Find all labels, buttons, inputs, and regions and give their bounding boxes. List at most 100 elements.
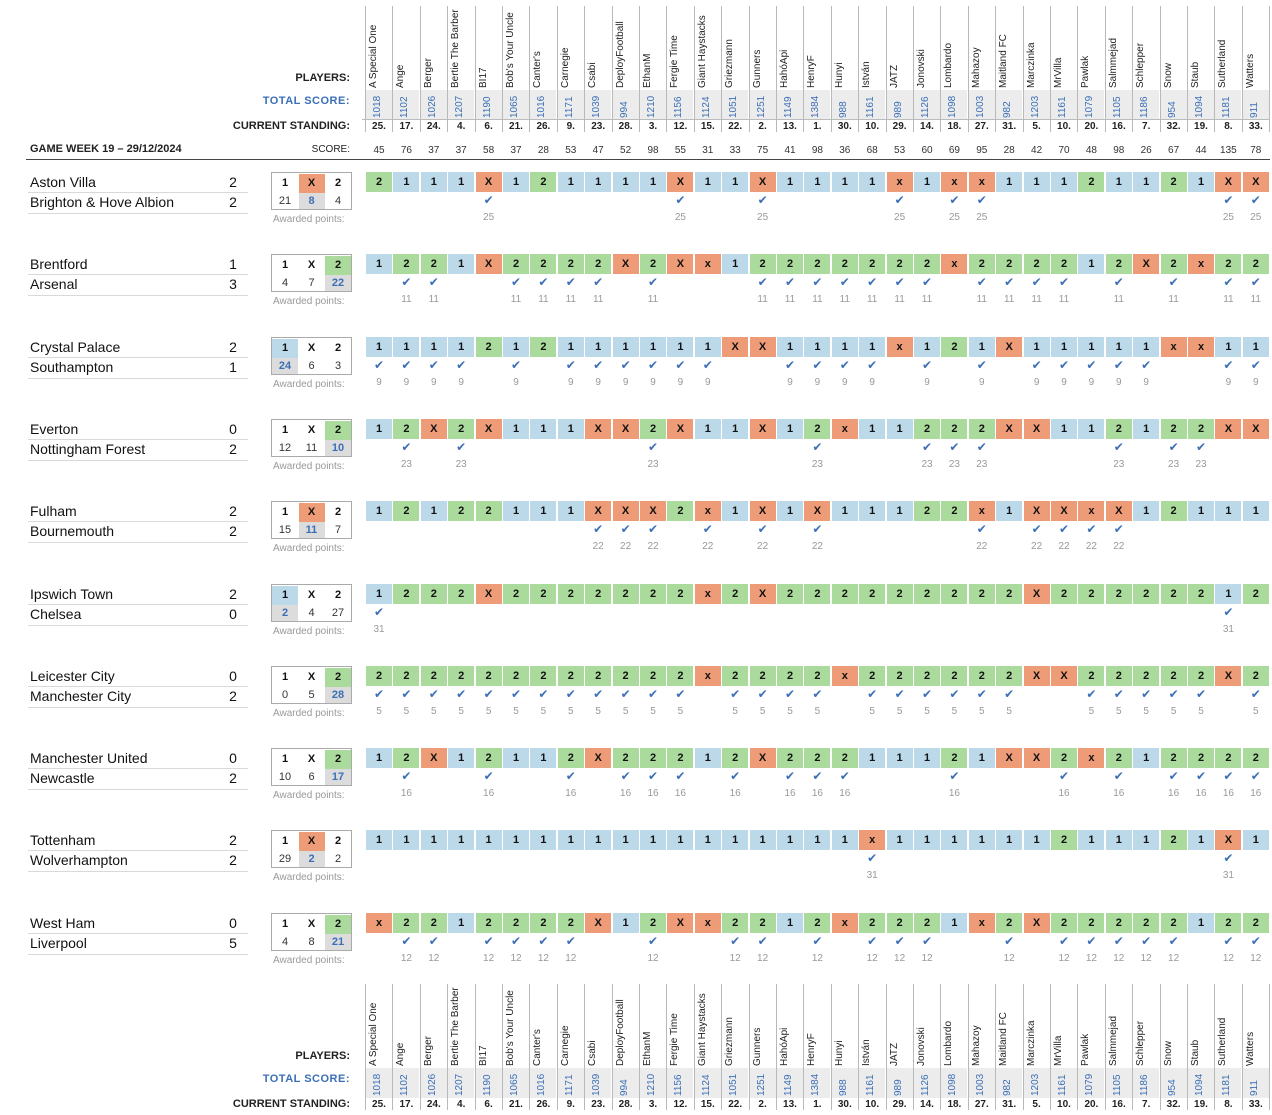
player-name[interactable]: Giant Haystacks — [696, 15, 708, 88]
player-name[interactable]: Hunyi — [833, 1040, 845, 1066]
player-name[interactable]: DeployFootball — [614, 999, 626, 1066]
player-name[interactable]: Schlepper — [1135, 1020, 1147, 1066]
player-name[interactable]: Salmmejad — [1107, 37, 1119, 88]
player-name[interactable]: Gunners — [751, 1027, 763, 1066]
player-name[interactable]: Marczinka — [1025, 1020, 1037, 1066]
player-name[interactable]: HenryF — [806, 55, 818, 88]
column-divider — [529, 6, 531, 132]
player-name[interactable]: JATZ — [888, 1042, 900, 1066]
player-pick: 2 — [1242, 254, 1269, 274]
player-name[interactable]: Fergie Time — [669, 35, 681, 88]
player-name[interactable]: Mahazoy — [970, 1025, 982, 1066]
player-name[interactable]: Canter's — [532, 1029, 544, 1066]
correct-check-icon: ✔ — [510, 687, 522, 701]
correct-check-icon: ✔ — [1141, 687, 1152, 701]
outcome-option: 2 — [325, 915, 351, 934]
player-name[interactable]: Carnegie — [559, 47, 571, 88]
player-name[interactable]: MrVilla — [1053, 57, 1064, 88]
player-name[interactable]: Lombardo — [943, 42, 955, 88]
player-pick: 2 — [366, 172, 392, 192]
player-name[interactable]: EthanM — [642, 53, 653, 88]
player-name[interactable]: Bertie The Barber — [450, 9, 462, 88]
player-name[interactable]: HahóApi — [779, 1027, 790, 1066]
player-name[interactable]: A Special One — [368, 1002, 379, 1066]
player-standing: 21. — [509, 1099, 523, 1110]
player-name[interactable]: Pawlak — [1080, 1033, 1092, 1066]
player-name[interactable]: Sutherland — [1217, 1017, 1229, 1066]
player-name[interactable]: Bertie The Barber — [450, 987, 462, 1066]
player-name[interactable]: DeployFootball — [614, 21, 626, 88]
player-name[interactable]: Giant Haystacks — [696, 993, 708, 1066]
player-pick: 1 — [366, 419, 392, 439]
outcome-option: X — [307, 671, 316, 683]
player-name[interactable]: István — [861, 1039, 873, 1066]
player-name[interactable]: Sutherland — [1217, 39, 1229, 88]
player-name[interactable]: Jonovski — [916, 1027, 927, 1066]
player-name[interactable]: Snow — [1162, 1040, 1174, 1066]
column-divider — [748, 984, 750, 1110]
player-pick: 1 — [420, 830, 447, 850]
player-name[interactable]: Marczinka — [1025, 42, 1037, 88]
column-divider — [447, 6, 449, 132]
player-name[interactable]: BI17 — [477, 67, 489, 88]
player-name[interactable]: Carnegie — [559, 1025, 571, 1066]
player-name[interactable]: JATZ — [888, 64, 900, 88]
player-name[interactable]: Pawlak — [1080, 55, 1092, 88]
player-name[interactable]: Mahazoy — [970, 47, 982, 88]
away-team: Newcastle — [30, 770, 95, 786]
player-name[interactable]: Griezmann — [724, 39, 736, 88]
awarded-points: 9 — [1116, 377, 1122, 388]
player-pick: 2 — [1160, 666, 1187, 686]
player-name[interactable]: Berger — [422, 57, 434, 88]
player-name[interactable]: Jonovski — [916, 49, 927, 88]
player-name[interactable]: Berger — [422, 1035, 434, 1066]
player-standing: 8. — [1224, 1099, 1233, 1110]
player-name[interactable]: Gunners — [751, 49, 763, 88]
player-pick: 2 — [722, 913, 749, 933]
player-name[interactable]: HenryF — [806, 1033, 818, 1066]
awarded-points: 12 — [866, 953, 878, 964]
player-name[interactable]: Griezmann — [724, 1017, 736, 1066]
away-goals: 2 — [229, 523, 237, 539]
player-name[interactable]: Salmmejad — [1107, 1015, 1119, 1066]
player-name[interactable]: Staub — [1190, 61, 1201, 88]
game-week-title: GAME WEEK 19 – 29/12/2024 — [30, 143, 182, 155]
player-name[interactable]: Canter's — [532, 51, 544, 88]
player-name[interactable]: Ange — [395, 64, 407, 88]
correct-check-icon: ✔ — [647, 275, 659, 289]
player-name[interactable]: EthanM — [642, 1031, 653, 1066]
player-pick: 2 — [1188, 584, 1214, 604]
player-week-score: 60 — [921, 145, 933, 156]
player-name[interactable]: Watters — [1244, 1031, 1256, 1066]
player-name[interactable]: HahóApi — [779, 49, 790, 88]
player-name[interactable]: Schlepper — [1135, 42, 1147, 88]
player-name[interactable]: Csabi — [587, 62, 599, 88]
player-name[interactable]: Maitland FC — [998, 34, 1010, 88]
team-underline — [28, 439, 248, 440]
awarded-points: 5 — [979, 706, 985, 717]
awarded-points: 11 — [839, 294, 850, 305]
player-pick: x — [694, 666, 721, 686]
player-name[interactable]: Hunyi — [833, 62, 845, 88]
player-name[interactable]: Csabi — [587, 1040, 599, 1066]
correct-check-icon: ✔ — [647, 522, 659, 536]
player-name[interactable]: Bob's Your Uncle — [505, 990, 516, 1066]
player-name[interactable]: István — [861, 61, 873, 88]
player-week-score: 98 — [647, 145, 659, 156]
player-name[interactable]: A Special One — [368, 24, 379, 88]
player-name[interactable]: Fergie Time — [669, 1013, 681, 1066]
player-name[interactable]: BI17 — [477, 1045, 489, 1066]
correct-check-icon: ✔ — [1113, 769, 1124, 783]
player-name[interactable]: Lombardo — [943, 1020, 955, 1066]
player-name[interactable]: MrVilla — [1053, 1035, 1064, 1066]
player-name[interactable]: Staub — [1190, 1039, 1201, 1066]
player-total-score: 989 — [886, 1068, 913, 1098]
player-name[interactable]: Snow — [1162, 62, 1174, 88]
player-name[interactable]: Maitland FC — [998, 1012, 1010, 1066]
player-name[interactable]: Ange — [395, 1042, 407, 1066]
player-name[interactable]: Bob's Your Uncle — [505, 12, 516, 88]
player-name[interactable]: Watters — [1244, 53, 1256, 88]
player-pick: 1 — [612, 172, 639, 192]
player-pick: 2 — [557, 666, 584, 686]
player-standing: 10. — [865, 1099, 880, 1110]
